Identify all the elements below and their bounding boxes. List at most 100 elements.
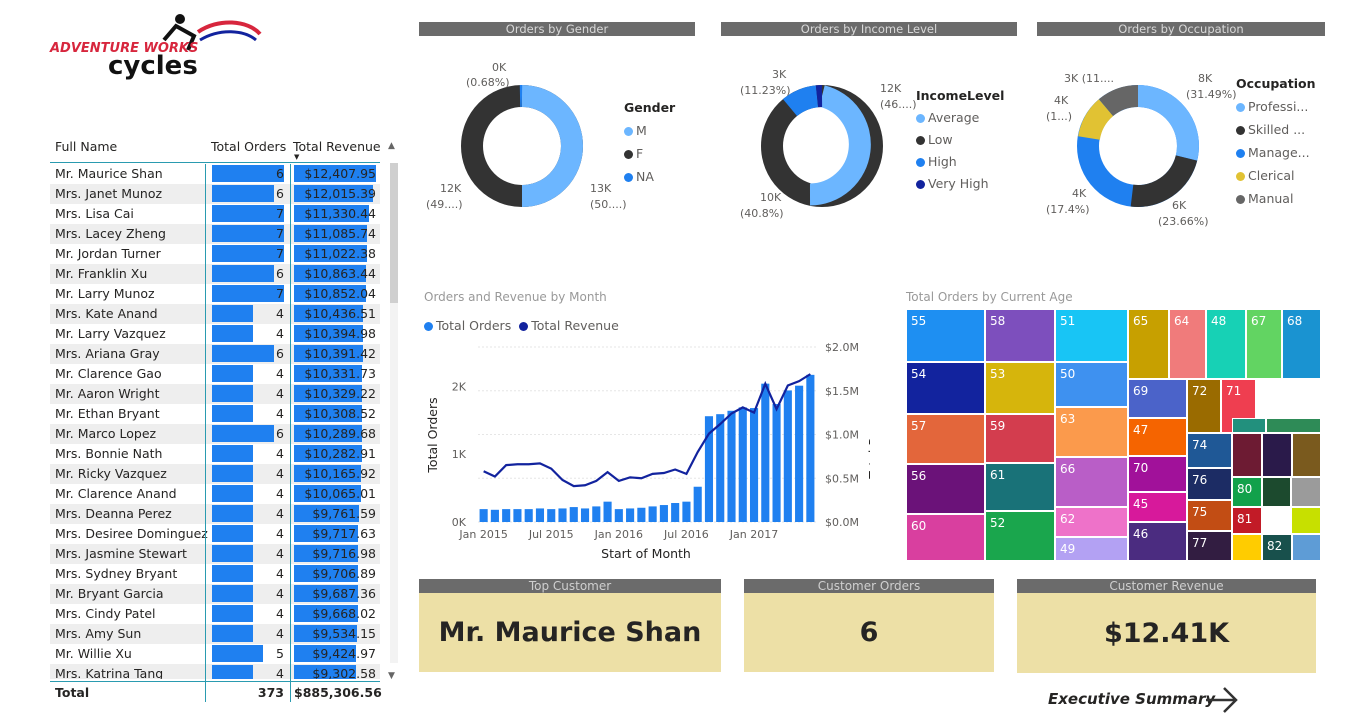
treemap-cell[interactable]: 60 bbox=[906, 514, 985, 561]
table-row[interactable]: Mr. Aaron Wright 4 $10,329.22 bbox=[50, 384, 380, 404]
table-row[interactable]: Mr. Ethan Bryant 4 $10,308.52 bbox=[50, 404, 380, 424]
treemap-cell[interactable]: 70 bbox=[1128, 456, 1187, 492]
treemap-cell[interactable]: 52 bbox=[985, 511, 1055, 561]
treemap-cell[interactable] bbox=[1232, 534, 1262, 561]
treemap-cell[interactable]: 51 bbox=[1055, 309, 1128, 362]
treemap-cell[interactable]: 59 bbox=[985, 414, 1055, 463]
treemap-cell[interactable]: 81 bbox=[1232, 507, 1262, 534]
treemap-cell[interactable]: 80 bbox=[1232, 477, 1262, 507]
orders-bar[interactable] bbox=[502, 509, 511, 522]
table-row[interactable]: Mr. Bryant Garcia 4 $9,687.36 bbox=[50, 584, 380, 604]
treemap-cell[interactable]: 46 bbox=[1128, 522, 1187, 561]
treemap-cell[interactable] bbox=[1291, 507, 1321, 534]
table-row[interactable]: Mr. Jordan Turner 7 $11,022.38 bbox=[50, 244, 380, 264]
sort-descending-icon[interactable]: ▼ bbox=[294, 153, 300, 161]
orders-bar[interactable] bbox=[637, 507, 646, 522]
treemap-cell[interactable] bbox=[1262, 477, 1291, 507]
orders-bar[interactable] bbox=[659, 505, 668, 522]
table-row[interactable]: Mr. Willie Xu 5 $9,424.97 bbox=[50, 644, 380, 664]
table-row[interactable]: Mr. Franklin Xu 6 $10,863.44 bbox=[50, 264, 380, 284]
treemap-cell[interactable]: 57 bbox=[906, 414, 985, 464]
treemap-cell[interactable]: 74 bbox=[1187, 433, 1232, 468]
occupation-donut-chart[interactable]: 3K (11.... 4K (1...) 8K (31.49%) 4K (17.… bbox=[1040, 60, 1330, 230]
scroll-up-icon[interactable]: ▲ bbox=[388, 141, 395, 151]
orders-bar[interactable] bbox=[648, 506, 657, 522]
table-row[interactable]: Mr. Maurice Shan 6 $12,407.95 bbox=[50, 164, 380, 184]
legend-item-orders[interactable]: Total Orders bbox=[436, 318, 512, 333]
table-row[interactable]: Mrs. Lisa Cai 7 $11,330.44 bbox=[50, 204, 380, 224]
slice-average[interactable] bbox=[809, 85, 871, 206]
legend-item[interactable]: Professi... bbox=[1236, 99, 1315, 114]
treemap-cell[interactable]: 53 bbox=[985, 362, 1055, 414]
treemap-cell[interactable]: 58 bbox=[985, 309, 1055, 362]
slice-manual[interactable] bbox=[1098, 85, 1139, 117]
orders-bar[interactable] bbox=[704, 416, 714, 522]
treemap-cell[interactable]: 77 bbox=[1187, 531, 1232, 561]
table-row[interactable]: Mr. Ricky Vazquez 4 $10,165.92 bbox=[50, 464, 380, 484]
table-row[interactable]: Mr. Clarence Gao 4 $10,331.73 bbox=[50, 364, 380, 384]
orders-revenue-combo-chart[interactable]: 2K 1K 0K $2.0M $1.5M $1.0M $0.5M $0.0M Jan 2015 J… bbox=[420, 335, 870, 565]
table-row[interactable]: Mr. Clarence Anand 4 $10,065.01 bbox=[50, 484, 380, 504]
scroll-thumb[interactable] bbox=[390, 163, 398, 303]
treemap-cell[interactable] bbox=[1262, 433, 1292, 477]
legend-item[interactable]: Manual bbox=[1236, 191, 1315, 206]
table-row[interactable]: Mrs. Jasmine Stewart 4 $9,716.98 bbox=[50, 544, 380, 564]
orders-bar[interactable] bbox=[535, 508, 545, 522]
orders-bar[interactable] bbox=[682, 501, 691, 522]
treemap-cell[interactable]: 48 bbox=[1206, 309, 1246, 379]
treemap-cell[interactable]: 63 bbox=[1055, 407, 1128, 457]
treemap-cell[interactable] bbox=[1232, 418, 1266, 433]
orders-bar[interactable] bbox=[716, 414, 725, 522]
treemap-cell[interactable]: 55 bbox=[906, 309, 985, 362]
gender-donut-chart[interactable]: 0K (0.68%) 12K (49....) 13K (50....) Gen… bbox=[426, 60, 700, 220]
treemap-cell[interactable]: 75 bbox=[1187, 500, 1232, 531]
slice-m[interactable] bbox=[521, 85, 583, 207]
treemap-cell[interactable]: 47 bbox=[1128, 418, 1187, 456]
orders-bar[interactable] bbox=[513, 509, 522, 522]
treemap-cell[interactable]: 68 bbox=[1282, 309, 1321, 379]
orders-bar[interactable] bbox=[524, 509, 533, 522]
slice-clerical[interactable] bbox=[1078, 99, 1114, 141]
treemap-cell[interactable]: 50 bbox=[1055, 362, 1128, 407]
treemap-cell[interactable]: 66 bbox=[1055, 457, 1128, 507]
treemap-cell[interactable]: 45 bbox=[1128, 492, 1187, 522]
orders-bar[interactable] bbox=[727, 410, 736, 522]
slice-skilled[interactable] bbox=[1130, 154, 1198, 207]
legend-item[interactable]: High bbox=[916, 154, 1004, 169]
legend-item[interactable]: Manage... bbox=[1236, 145, 1315, 160]
orders-bar[interactable] bbox=[592, 506, 601, 522]
treemap-cell[interactable] bbox=[1232, 433, 1262, 477]
treemap-cell[interactable]: 67 bbox=[1246, 309, 1282, 379]
legend-item[interactable]: Skilled ... bbox=[1236, 122, 1315, 137]
legend-item[interactable]: Low bbox=[916, 132, 1004, 147]
table-row[interactable]: Mr. Larry Vazquez 4 $10,394.98 bbox=[50, 324, 380, 344]
legend-item[interactable]: Average bbox=[916, 110, 1004, 125]
orders-bar[interactable] bbox=[772, 404, 781, 522]
treemap-cell[interactable]: 82 bbox=[1262, 534, 1292, 561]
scroll-down-icon[interactable]: ▼ bbox=[388, 671, 395, 681]
treemap-cell[interactable]: 56 bbox=[906, 464, 985, 514]
treemap-cell[interactable] bbox=[1291, 477, 1321, 507]
slice-professional[interactable] bbox=[1137, 85, 1199, 161]
treemap-cell[interactable]: 69 bbox=[1128, 379, 1187, 418]
orders-bar[interactable] bbox=[614, 509, 623, 522]
orders-bar[interactable] bbox=[693, 486, 702, 522]
orders-bar[interactable] bbox=[626, 508, 635, 522]
legend-item[interactable]: F bbox=[624, 146, 675, 161]
treemap-cell[interactable]: 76 bbox=[1187, 468, 1232, 500]
scroll-track[interactable] bbox=[390, 163, 398, 663]
table-row[interactable]: Mrs. Amy Sun 4 $9,534.15 bbox=[50, 624, 380, 644]
table-row[interactable]: Mrs. Janet Munoz 6 $12,015.39 bbox=[50, 184, 380, 204]
treemap-cell[interactable]: 65 bbox=[1128, 309, 1169, 379]
arrow-right-icon[interactable] bbox=[1204, 685, 1240, 715]
table-row[interactable]: Mrs. Bonnie Nath 4 $10,282.91 bbox=[50, 444, 380, 464]
table-row[interactable]: Mrs. Kate Anand 4 $10,436.51 bbox=[50, 304, 380, 324]
legend-item[interactable]: M bbox=[624, 123, 675, 138]
table-row[interactable]: Mr. Marco Lopez 6 $10,289.68 bbox=[50, 424, 380, 444]
treemap-cell[interactable]: 72 bbox=[1187, 379, 1221, 433]
table-row[interactable]: Mr. Larry Munoz 7 $10,852.04 bbox=[50, 284, 380, 304]
table-scrollbar[interactable]: ▲ ▼ bbox=[388, 133, 400, 683]
age-treemap[interactable]: 55 58 51 65 64 48 67 68 54 53 50 69 72 71 57 59 63 47 74 56… bbox=[906, 309, 1321, 561]
col-header-name[interactable]: Full Name bbox=[55, 139, 118, 154]
treemap-cell[interactable]: 54 bbox=[906, 362, 985, 414]
